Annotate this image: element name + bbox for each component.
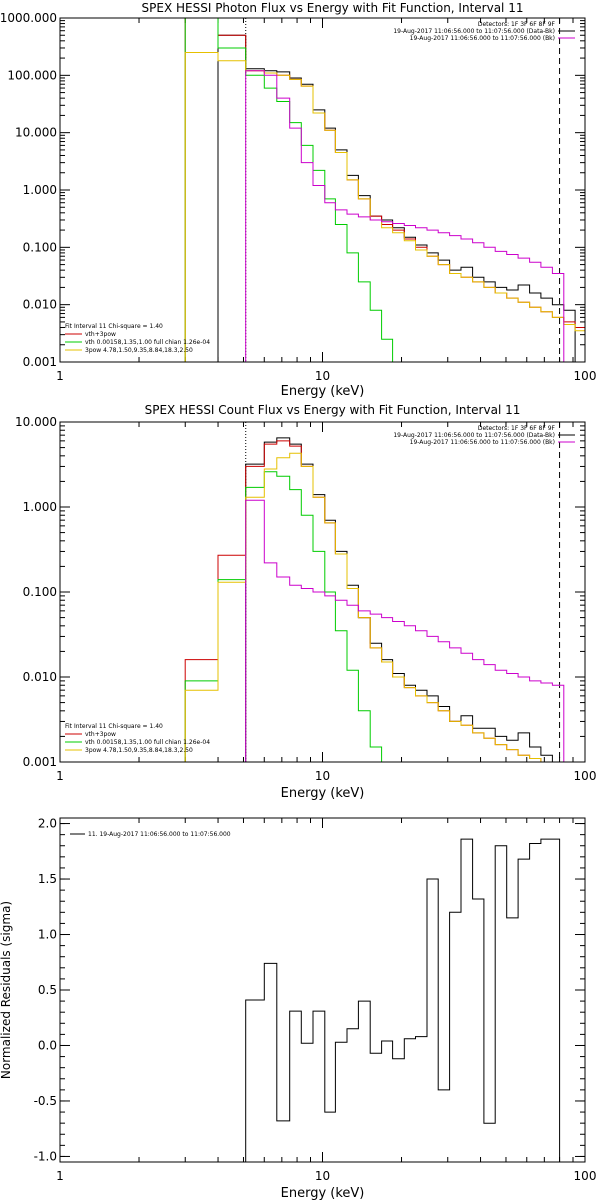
series-line-1 (184, 440, 542, 762)
legend-entry: vth+3pow (85, 331, 116, 338)
legend-entry: 3pow 4.78,1.50,9.35,8.84,18.3,2.50 (85, 747, 193, 754)
legend-header: Fit Interval 11 Chi-square = 1.40 (65, 723, 163, 730)
series-line-2 (184, 471, 393, 762)
x-axis-label: Energy (keV) (281, 1186, 365, 1200)
plot-frame (59, 421, 586, 763)
chart-title: SPEX HESSI Count Flux vs Energy with Fit… (145, 403, 521, 417)
y-tick-label: 100.000 (7, 68, 57, 82)
header-line: Detectors: 1F 3F 6F 8F 9F (478, 425, 556, 432)
residuals-chart: 1 10 100 -1.0 -0.5 0.0 0.5 1.0 1.5 2.0 Energy (keV… (0, 817, 597, 1200)
x-tick-label: 10 (315, 369, 330, 383)
x-tick-label: 100 (574, 369, 597, 383)
series-line-4 (245, 70, 565, 362)
y-tick-label: 10.000 (15, 126, 57, 140)
legend-entry: vth 0.00158,1.35,1.00 full chian 1.26e-0… (85, 339, 210, 346)
x-tick-label: 10 (315, 1169, 330, 1183)
series-line-4 (245, 499, 565, 762)
header-line: 19-Aug-2017 11:06:56.000 to 11:07:56.000… (393, 28, 555, 35)
series-line-0 (245, 437, 564, 762)
header-line: 19-Aug-2017 11:06:56.000 to 11:07:56.000… (410, 439, 555, 446)
series-line-0 (245, 838, 561, 1162)
y-tick-label: 0.100 (23, 240, 57, 254)
chart-title: SPEX HESSI Photon Flux vs Energy with Fi… (142, 1, 524, 15)
x-axis-label: Energy (keV) (281, 384, 365, 399)
y-tick-label: -0.5 (34, 1094, 57, 1108)
y-tick-label: 1000.000 (0, 11, 57, 25)
y-tick-label: 1.000 (23, 183, 57, 197)
x-tick-label: 100 (574, 1169, 597, 1183)
plot-frame (59, 817, 586, 1163)
series-line-0 (217, 34, 576, 362)
photon-flux-chart: SPEX HESSI Photon Flux vs Energy with Fi… (0, 1, 597, 399)
y-tick-label: 10.000 (15, 415, 57, 429)
y-tick-label: 1.0 (38, 928, 57, 942)
plot-area (184, 422, 565, 762)
y-tick-label: 0.100 (23, 585, 57, 599)
header-line: 19-Aug-2017 11:06:56.000 to 11:07:56.000… (410, 35, 555, 42)
y-tick-label: 0.5 (38, 983, 57, 997)
legend-header: Fit Interval 11 Chi-square = 1.40 (65, 323, 163, 330)
series-line-3 (184, 452, 542, 762)
y-tick-label: 0.0 (38, 1038, 57, 1052)
x-tick-label: 1 (56, 769, 64, 783)
y-tick-label: 0.001 (23, 355, 57, 369)
plot-frame (59, 17, 586, 363)
legend-entry: 11. 19-Aug-2017 11:06:56.000 to 11:07:56… (88, 831, 231, 838)
count-flux-chart: SPEX HESSI Count Flux vs Energy with Fit… (15, 403, 597, 800)
plot-area (184, 18, 585, 362)
y-tick-label: 0.010 (23, 298, 57, 312)
x-tick-label: 1 (56, 369, 64, 383)
y-axis-label: Normalized Residuals (sigma) (0, 901, 13, 1079)
header-line: Detectors: 1F 3F 6F 8F 9F (478, 21, 556, 28)
plot-area (245, 838, 561, 1162)
legend-entry: 3pow 4.78,1.50,9.35,8.84,18.3,2.50 (85, 347, 193, 354)
x-tick-label: 100 (574, 769, 597, 783)
legend-entry: vth+3pow (85, 731, 116, 738)
series-line-3 (184, 52, 585, 362)
y-tick-label: 2.0 (38, 817, 57, 831)
y-tick-label: 0.010 (23, 670, 57, 684)
x-axis-label: Energy (keV) (281, 786, 365, 800)
x-tick-label: 10 (315, 769, 330, 783)
y-tick-label: 1.5 (38, 872, 57, 886)
series-line-1 (184, 18, 585, 362)
y-tick-label: -1.0 (34, 1149, 57, 1163)
y-tick-label: 0.001 (23, 755, 57, 769)
header-line: 19-Aug-2017 11:06:56.000 to 11:07:56.000… (393, 432, 555, 439)
legend-entry: vth 0.00158,1.35,1.00 full chian 1.26e-0… (85, 739, 210, 746)
x-tick-label: 1 (56, 1169, 64, 1183)
y-tick-label: 1.000 (23, 500, 57, 514)
